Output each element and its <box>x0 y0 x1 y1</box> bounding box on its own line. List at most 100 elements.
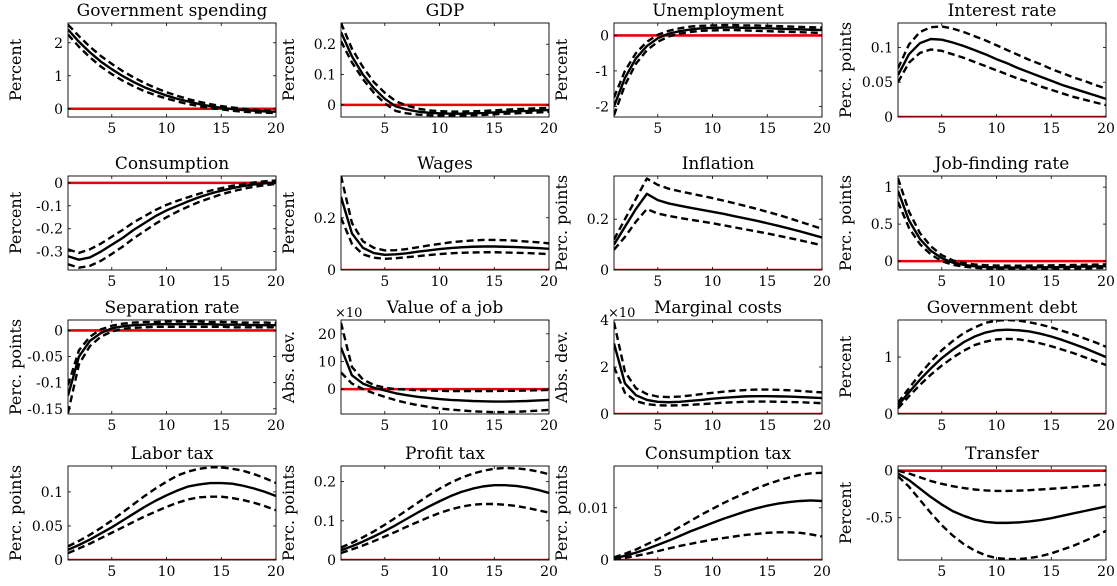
panel-title: Consumption tax <box>645 444 792 464</box>
series-line-upper <box>898 177 1106 267</box>
y-tick-label: 0 <box>600 28 609 44</box>
y-tick-label: 0.1 <box>41 485 63 501</box>
x-tick-label: 10 <box>431 121 449 137</box>
y-tick-label: -0.3 <box>36 245 63 261</box>
plot-lines <box>614 177 822 270</box>
y-tick-label: 1 <box>54 69 63 85</box>
x-tick-label: 20 <box>267 418 285 434</box>
series-line-lower <box>898 48 1106 107</box>
x-tick-label: 20 <box>1097 274 1115 290</box>
x-tick-label: 15 <box>212 564 230 580</box>
panel-wages: Wages Percent 5 10 15 20 0 0.2 <box>279 154 558 290</box>
y-tick-label: 0.05 <box>32 519 63 535</box>
x-tick-label: 15 <box>212 274 230 290</box>
y-axis-label: Percent <box>836 481 855 544</box>
panel-labor-tax: Labor tax Perc. points 5 10 15 20 0 0.05 0.1 <box>6 444 285 580</box>
panel-consumption: Consumption Percent 5 10 15 20 -0.3 -0.2 -0.1 0 <box>6 154 285 290</box>
x-tick-label: 15 <box>212 121 230 137</box>
axes-box <box>897 175 1107 271</box>
x-tick-label: 10 <box>431 274 449 290</box>
axes-box <box>340 319 550 415</box>
y-tick-label: 0 <box>884 254 893 270</box>
y-axis-label: Abs. dev. <box>279 331 298 404</box>
plot-lines <box>898 25 1106 117</box>
series-line-upper <box>68 179 276 254</box>
x-tick-label: 5 <box>380 274 389 290</box>
axes-box <box>67 319 277 415</box>
x-tick-label: 5 <box>937 274 946 290</box>
y-tick-label: 0.05 <box>862 75 893 91</box>
x-tick-label: 20 <box>267 564 285 580</box>
y-axis-label: Perc. points <box>552 465 571 561</box>
y-axis-label: Perc. points <box>836 22 855 118</box>
y-tick-label: -0.1 <box>36 199 63 215</box>
x-tick-label: 5 <box>380 418 389 434</box>
plot-area <box>614 176 822 270</box>
panel-government-spending: Government spending Percent 5 10 15 20 0 1 2 <box>6 1 285 137</box>
plot-lines <box>341 23 549 117</box>
plot-area <box>614 23 822 117</box>
x-tick-label: 5 <box>937 418 946 434</box>
panel-title: Job-finding rate <box>933 154 1070 174</box>
y-tick-label: -1 <box>595 64 609 80</box>
plot-area <box>68 176 276 270</box>
x-tick-label: 5 <box>380 564 389 580</box>
panel-title: Value of a job <box>386 298 504 318</box>
panel-job-finding-rate: Job-finding rate Perc. points 5 10 15 20 0 0.5 1 <box>836 154 1115 290</box>
panel-gdp: GDP Percent 5 10 15 20 0 0.1 0.2 <box>279 1 558 137</box>
y-tick-label: 0.2 <box>314 37 336 53</box>
x-tick-label: 20 <box>1097 121 1115 137</box>
x-tick-label: 10 <box>988 418 1006 434</box>
series-line-lower <box>68 182 276 269</box>
y-tick-label: 0.2 <box>587 212 609 228</box>
series-line-lower <box>614 28 822 116</box>
x-tick-label: 10 <box>158 564 176 580</box>
x-tick-label: 10 <box>704 121 722 137</box>
axes-box <box>897 319 1107 415</box>
axes-box <box>340 465 550 561</box>
x-tick-label: 20 <box>540 274 558 290</box>
series-line-median <box>341 31 549 115</box>
panel-inflation: Inflation Perc. points 5 10 15 20 0 0.2 <box>552 154 831 290</box>
y-tick-label: -2 <box>595 99 609 115</box>
series-line-upper <box>614 322 822 399</box>
series-line-median <box>898 190 1106 269</box>
panel-separation-rate: Separation rate Perc. points 5 10 15 20 -0.15 -… <box>6 298 285 434</box>
axis-multiplier: ×10 <box>608 306 635 321</box>
y-tick-label: 0.1 <box>314 68 336 84</box>
series-line-upper <box>614 177 822 241</box>
x-tick-label: 15 <box>212 418 230 434</box>
series-line-lower <box>898 475 1106 560</box>
panel-title: GDP <box>426 1 465 21</box>
x-tick-label: 20 <box>267 274 285 290</box>
series-line-median <box>614 499 822 560</box>
plot-lines <box>898 469 1106 560</box>
y-tick-label: 0 <box>327 98 336 114</box>
series-line-median <box>68 481 276 551</box>
y-tick-label: 0 <box>327 553 336 569</box>
panel-transfer: Transfer Percent 5 10 15 20 -0.5 0 <box>836 444 1115 580</box>
x-tick-label: 5 <box>937 121 946 137</box>
series-line-upper <box>341 466 549 549</box>
x-tick-label: 10 <box>158 418 176 434</box>
y-tick-label: -0.1 <box>36 376 63 392</box>
plot-area <box>898 23 1106 117</box>
y-tick-label: -0.2 <box>36 222 63 238</box>
y-tick-label: 0 <box>54 102 63 118</box>
y-axis-label: Perc. points <box>279 465 298 561</box>
series-line-upper <box>898 25 1106 90</box>
plot-lines <box>68 466 276 560</box>
y-axis-label: Perc. points <box>836 175 855 271</box>
y-tick-label: -0.05 <box>27 350 63 366</box>
panel-title: Separation rate <box>105 298 240 318</box>
axis-multiplier: ×10 <box>335 306 362 321</box>
y-tick-label: 0 <box>54 323 63 339</box>
plot-lines <box>341 322 549 414</box>
x-tick-label: 5 <box>653 274 662 290</box>
x-tick-label: 20 <box>813 274 831 290</box>
y-axis-label: Perc. points <box>552 175 571 271</box>
y-axis-label: Abs. dev. <box>552 331 571 404</box>
series-line-lower <box>614 366 822 407</box>
x-tick-label: 15 <box>758 274 776 290</box>
x-tick-label: 10 <box>158 121 176 137</box>
